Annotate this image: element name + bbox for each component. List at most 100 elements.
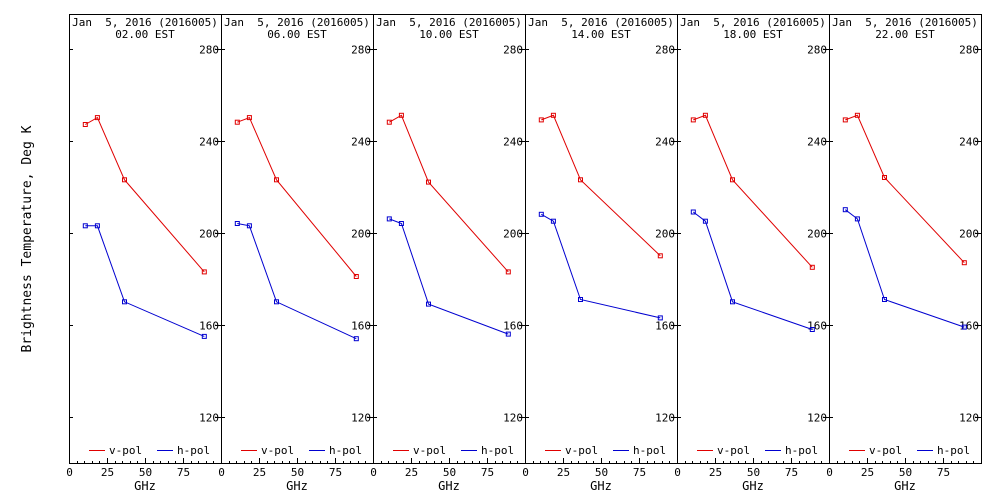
x-tick-label: 75 bbox=[937, 466, 950, 479]
data-point-v-pol bbox=[657, 253, 663, 259]
series-line-h-pol bbox=[85, 225, 205, 337]
data-point-h-pol bbox=[353, 336, 359, 342]
panel-title-time: 02.00 EST bbox=[115, 28, 175, 41]
data-point-v-pol bbox=[961, 260, 967, 266]
data-point-v-pol bbox=[730, 177, 735, 183]
panel-title-date: Jan 5, 2016 (2016005) bbox=[680, 16, 826, 29]
y-tick-label: 160 bbox=[503, 320, 523, 333]
x-tick-label: 25 bbox=[101, 466, 114, 479]
y-tick-label: 280 bbox=[199, 44, 219, 57]
data-point-h-pol bbox=[122, 299, 127, 305]
y-tick-label: 240 bbox=[655, 136, 675, 149]
y-tick-label: 200 bbox=[199, 228, 219, 241]
x-tick-label: 25 bbox=[405, 466, 418, 479]
data-point-v-pol bbox=[398, 112, 404, 118]
data-point-v-pol bbox=[426, 179, 431, 185]
chart-panel-3: Jan 5, 2016 (2016005)10.00 EST 120 160 200 2… bbox=[370, 14, 526, 493]
series-line-v-pol bbox=[541, 114, 661, 257]
x-tick-label: 0 bbox=[522, 466, 529, 479]
y-tick-label: 280 bbox=[351, 44, 371, 57]
series-line-h-pol bbox=[389, 218, 509, 335]
y-tick-label: 280 bbox=[807, 44, 827, 57]
y-tick-label: 240 bbox=[351, 136, 371, 149]
series-line-v-pol bbox=[693, 114, 813, 268]
legend-label-v-pol: v-pol bbox=[109, 444, 142, 457]
y-tick-label: 240 bbox=[503, 136, 523, 149]
data-point-h-pol bbox=[854, 216, 860, 222]
panel-title-date: Jan 5, 2016 (2016005) bbox=[832, 16, 978, 29]
series-line-h-pol bbox=[692, 211, 813, 330]
y-tick-label: 200 bbox=[655, 228, 675, 241]
y-tick-label: 200 bbox=[503, 228, 523, 241]
data-point-h-pol bbox=[386, 216, 392, 222]
panel-title-time: 10.00 EST bbox=[419, 28, 479, 41]
data-point-v-pol bbox=[94, 115, 100, 121]
y-tick-label: 120 bbox=[655, 412, 675, 425]
data-point-h-pol bbox=[94, 223, 100, 229]
y-tick-label: 200 bbox=[351, 228, 371, 241]
x-tick-label: 25 bbox=[557, 466, 570, 479]
panel-title-date: Jan 5, 2016 (2016005) bbox=[376, 16, 522, 29]
x-axis-label: GHz bbox=[438, 479, 460, 493]
y-tick-label: 120 bbox=[351, 412, 371, 425]
data-point-v-pol bbox=[842, 117, 848, 123]
series-line-h-pol bbox=[541, 213, 661, 319]
chart-panel-1: Jan 5, 2016 (2016005)02.00 EST 120 160 200 2… bbox=[66, 14, 222, 493]
data-point-v-pol bbox=[82, 122, 88, 127]
series-line-h-pol bbox=[844, 209, 965, 328]
x-tick-label: 50 bbox=[595, 466, 608, 479]
chart-panel-5: Jan 5, 2016 (2016005)18.00 EST1201602002… bbox=[674, 14, 830, 493]
x-tick-label: 50 bbox=[747, 466, 760, 479]
y-tick-label: 280 bbox=[655, 44, 675, 57]
data-point-h-pol bbox=[578, 297, 583, 302]
series-line-v-pol bbox=[237, 116, 357, 277]
panels: Jan 5, 2016 (2016005) 02.00 EST 120 160 200 2… bbox=[66, 14, 982, 493]
y-tick-label: 120 bbox=[503, 412, 523, 425]
series-line-v-pol bbox=[85, 116, 205, 273]
y-tick-label: 280 bbox=[959, 44, 979, 57]
data-point-v-pol bbox=[854, 112, 860, 118]
y-axis-label: Brightness Temperature, Deg K bbox=[20, 125, 35, 352]
data-point-v-pol bbox=[505, 269, 511, 275]
x-tick-label: 0 bbox=[674, 466, 681, 479]
chart-panel-2: Jan 5, 2016 (2016005)06.00 EST 120 160 200 2… bbox=[218, 14, 374, 493]
series-line-v-pol bbox=[389, 114, 509, 273]
panel-title-time: 14.00 EST bbox=[571, 28, 631, 41]
x-tick-label: 25 bbox=[253, 466, 266, 479]
data-point-h-pol bbox=[82, 223, 88, 229]
legend-label-v-pol: v-pol bbox=[565, 444, 598, 457]
legend-label-v-pol: v-pol bbox=[869, 444, 902, 457]
x-tick-label: 75 bbox=[785, 466, 798, 479]
y-tick-label: 240 bbox=[959, 136, 979, 149]
x-tick-label: 50 bbox=[139, 466, 152, 479]
y-tick-label: 160 bbox=[655, 320, 675, 333]
x-axis-label: GHz bbox=[894, 479, 916, 493]
y-tick-label: 240 bbox=[199, 136, 219, 149]
data-point-v-pol bbox=[246, 115, 252, 121]
legend-label-v-pol: v-pol bbox=[717, 444, 750, 457]
x-tick-label: 0 bbox=[826, 466, 833, 479]
data-point-h-pol bbox=[201, 333, 207, 339]
data-point-h-pol bbox=[426, 301, 431, 307]
data-point-h-pol bbox=[538, 211, 544, 217]
y-tick-label: 200 bbox=[807, 228, 827, 241]
data-point-h-pol bbox=[809, 327, 815, 332]
legend-label-v-pol: v-pol bbox=[413, 444, 446, 457]
data-point-h-pol bbox=[702, 218, 708, 224]
data-point-h-pol bbox=[550, 218, 556, 224]
data-point-v-pol bbox=[538, 117, 544, 123]
x-axis-label: GHz bbox=[742, 479, 764, 493]
legend-label-h-pol: h-pol bbox=[329, 444, 362, 457]
data-point-h-pol bbox=[274, 299, 279, 305]
y-tick-label: 160 bbox=[351, 320, 371, 333]
legend-label-v-pol: v-pol bbox=[261, 444, 294, 457]
x-tick-label: 50 bbox=[443, 466, 456, 479]
x-tick-label: 25 bbox=[861, 466, 874, 479]
legend-label-h-pol: h-pol bbox=[177, 444, 210, 457]
y-tick-label: 240 bbox=[807, 136, 827, 149]
x-tick-label: 75 bbox=[633, 466, 646, 479]
legend-label-h-pol: h-pol bbox=[785, 444, 818, 457]
data-point-h-pol bbox=[730, 299, 735, 305]
panel-title-date: Jan 5, 2016 (2016005) bbox=[224, 16, 370, 29]
legend-label-h-pol: h-pol bbox=[481, 444, 514, 457]
